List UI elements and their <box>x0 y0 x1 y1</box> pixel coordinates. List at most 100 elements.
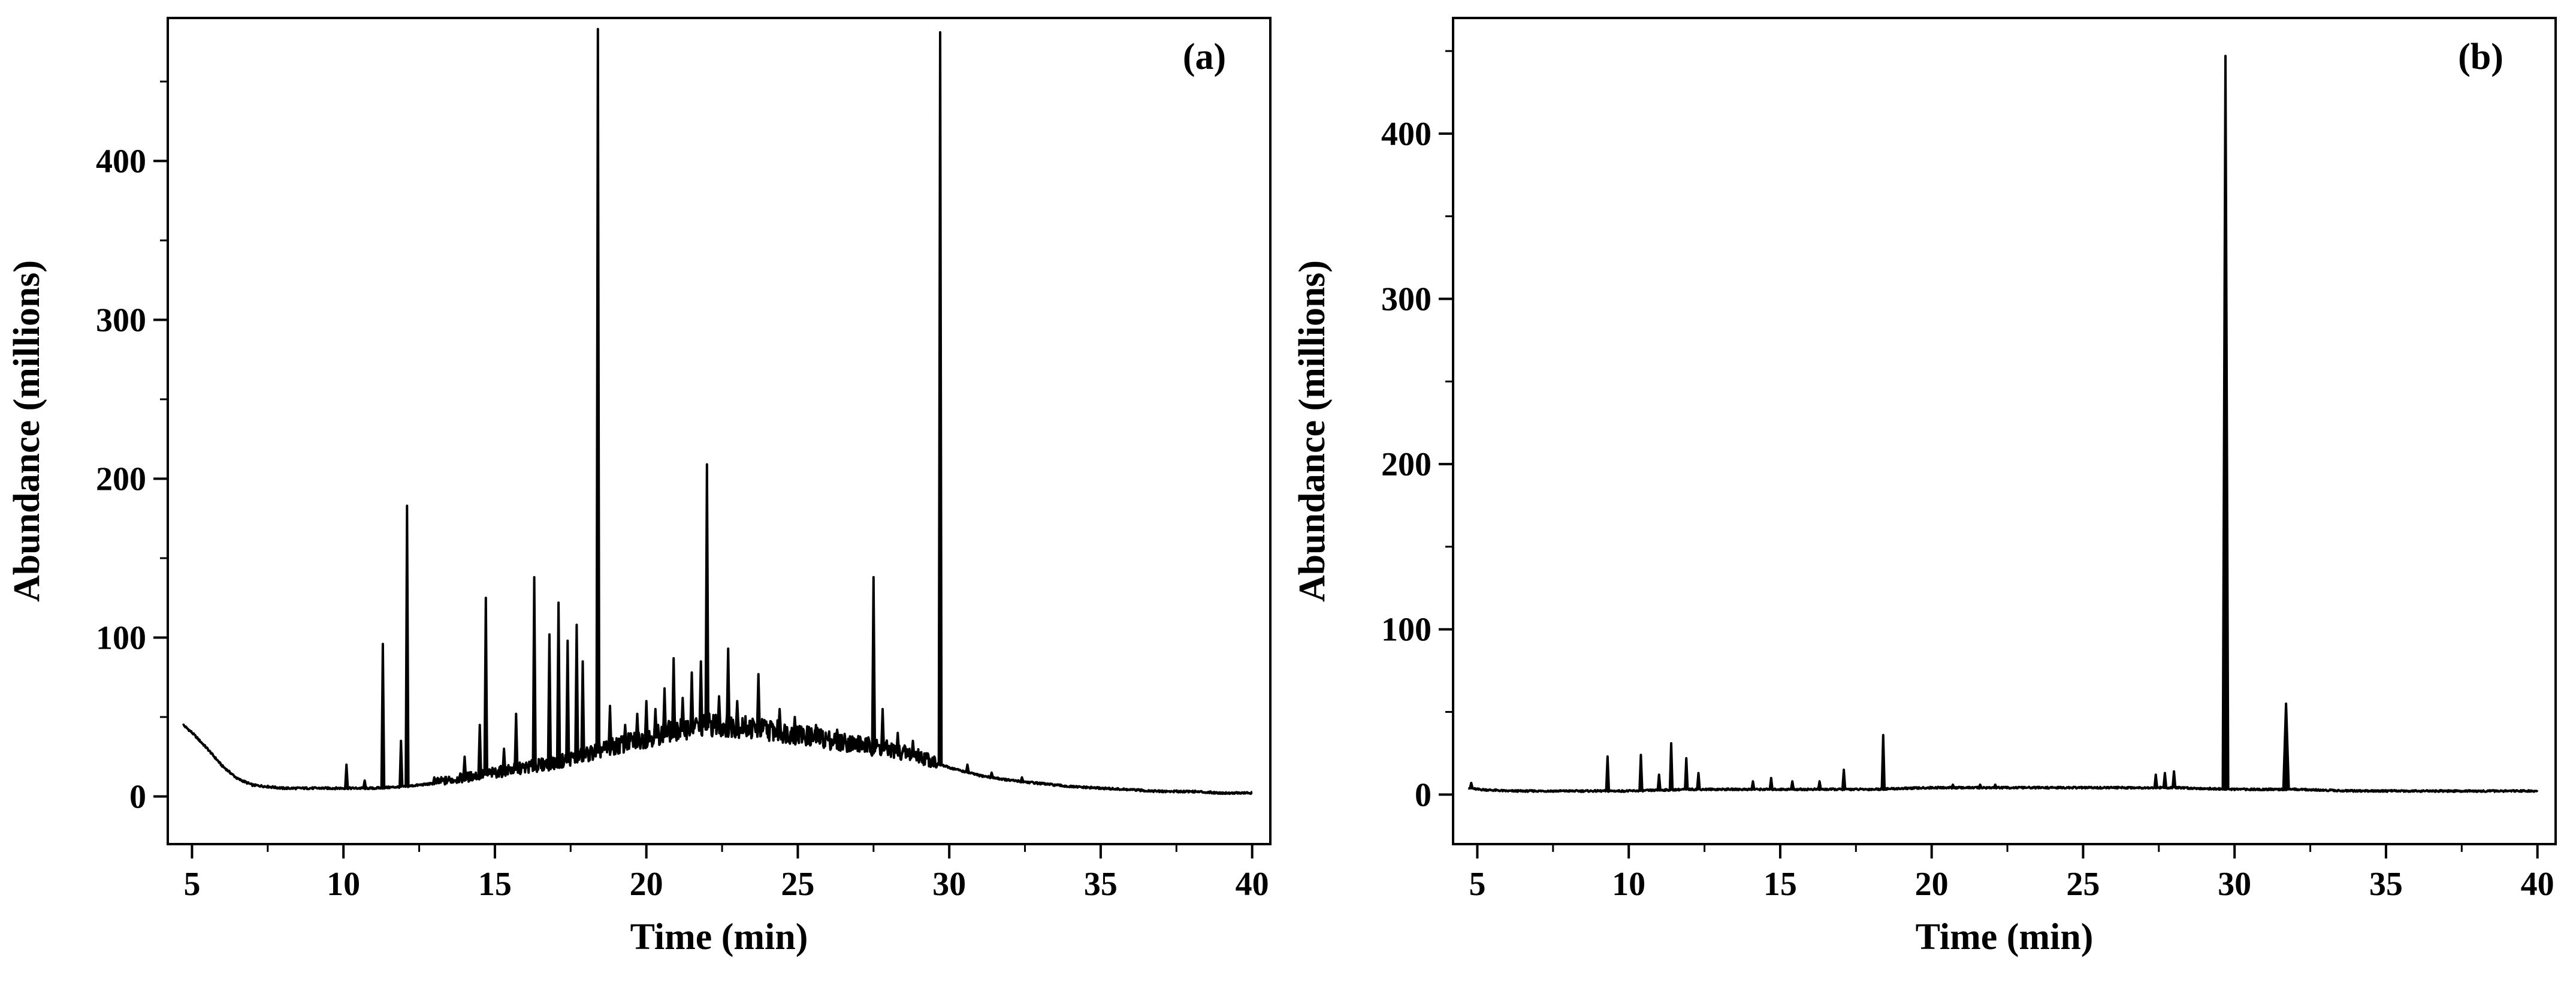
chromatogram-peak <box>555 601 561 764</box>
y-tick-label: 400 <box>96 143 146 180</box>
chromatogram-peak <box>1768 776 1774 790</box>
y-tick-label: 400 <box>1381 116 1432 153</box>
chromatogram-peak <box>404 504 410 787</box>
y-axis-label: Abundance (millions) <box>1292 260 1333 602</box>
chromatogram-peak <box>871 576 877 750</box>
chromatogram-peak <box>756 673 761 732</box>
x-tick-label: 40 <box>1236 866 1269 903</box>
chromatogram-peak <box>644 700 649 741</box>
chromatogram-peak <box>856 734 861 748</box>
chromatogram-peak <box>1817 780 1822 790</box>
chromatogram-peak <box>431 776 437 784</box>
y-tick-label: 100 <box>1381 612 1432 649</box>
y-tick-label: 0 <box>1415 776 1432 814</box>
y-tick-label: 200 <box>1381 446 1432 483</box>
chromatogram-peak <box>380 643 386 788</box>
x-tick-label: 15 <box>478 866 512 903</box>
x-tick-label: 25 <box>2066 866 2100 903</box>
chromatogram-peak <box>635 712 640 743</box>
chromatogram-peak <box>689 671 694 731</box>
y-tick-label: 100 <box>96 620 146 657</box>
y-tick-label: 300 <box>96 302 146 339</box>
chromatogram-peak <box>725 647 731 730</box>
chromatogram-peak <box>813 724 819 741</box>
chromatogram-peak <box>531 576 537 769</box>
chromatogram-peak <box>623 724 628 747</box>
chromatogram-peak <box>2171 770 2177 788</box>
chromatogram-peak <box>671 657 677 734</box>
chromatogram-peak <box>792 716 798 737</box>
chromatogram-peak <box>910 739 916 757</box>
chromatogram-peak <box>595 28 601 754</box>
chromatogram-peak <box>2162 772 2168 788</box>
chromatogram-peak <box>1950 783 1956 789</box>
plot-frame <box>167 17 1272 845</box>
chromatogram-peak <box>362 779 367 789</box>
chromatogram-trace <box>1467 785 2539 793</box>
chromatogram-peak <box>1656 773 1662 791</box>
chromatogram-peak <box>1841 769 1847 790</box>
chromatogram-peak <box>398 739 404 787</box>
chromatogram-peak <box>514 712 519 771</box>
x-tick-label: 10 <box>1612 866 1645 903</box>
x-tick-label: 40 <box>2521 866 2554 903</box>
chromatogram-peak <box>546 633 552 766</box>
chromatogram-peak <box>501 748 507 773</box>
chromatogram-peak <box>937 31 943 766</box>
chromatogram-peak <box>1668 742 1674 790</box>
x-tick-label: 20 <box>630 866 663 903</box>
x-tick-label: 10 <box>327 866 360 903</box>
chromatogram-peak <box>653 707 659 739</box>
chromatogram-peak <box>680 697 685 732</box>
chromatogram-peak <box>1696 772 1701 790</box>
chromatogram-peak <box>880 707 886 751</box>
x-tick-label: 25 <box>781 866 814 903</box>
chromatogram-peak <box>735 700 740 730</box>
chromatogram-peak <box>1880 734 1886 790</box>
chromatogram-peak <box>1638 754 1644 791</box>
chromatogram-peak <box>1605 755 1611 791</box>
chromatogram-peak <box>704 463 710 728</box>
chromatogram-peak <box>1789 780 1795 790</box>
x-tick-label: 5 <box>1469 866 1485 903</box>
y-tick-label: 300 <box>1381 281 1432 318</box>
y-tick-label: 200 <box>96 461 146 498</box>
chromatogram-peak <box>1684 757 1689 790</box>
chromatogram-peak <box>1750 780 1756 790</box>
chromatogram-peak <box>574 623 579 760</box>
plot-frame <box>1452 17 2557 845</box>
chromatogram-peak <box>2221 55 2230 790</box>
x-tick-label: 15 <box>1763 866 1797 903</box>
chromatogram-peak <box>1019 776 1025 782</box>
panel-label: (a) <box>1183 37 1226 77</box>
chromatogram-peak <box>580 660 585 758</box>
chromatogram-peak <box>462 755 467 779</box>
x-tick-label: 5 <box>183 866 200 903</box>
chromatogram-peak <box>483 597 488 776</box>
chromatogram-peak <box>965 763 970 773</box>
chromatogram-peak <box>1469 782 1474 789</box>
chromatogram-peak <box>895 731 901 754</box>
chromatogram-peak <box>344 763 349 789</box>
x-tick-label: 35 <box>1084 866 1118 903</box>
y-tick-label: 0 <box>129 779 146 816</box>
chromatogram-peak <box>607 704 613 751</box>
y-axis-label: Abundance (millions) <box>7 260 47 602</box>
chromatogram-peak <box>1977 783 1983 789</box>
x-tick-label: 35 <box>2369 866 2403 903</box>
x-axis-label: Time (min) <box>630 917 808 957</box>
chromatogram-peak <box>2153 773 2158 788</box>
chromatogram-peak <box>662 687 668 736</box>
x-axis-label: Time (min) <box>1916 917 2094 957</box>
panel-label: (b) <box>2458 37 2503 77</box>
chromatogram-peak <box>2282 702 2290 790</box>
chromatogram-peak <box>777 707 783 735</box>
chromatogram-peak <box>989 771 995 778</box>
chromatogram-peak <box>698 660 703 730</box>
x-tick-label: 30 <box>2218 866 2251 903</box>
x-tick-label: 20 <box>1915 866 1949 903</box>
chromatogram-peak <box>716 695 722 729</box>
